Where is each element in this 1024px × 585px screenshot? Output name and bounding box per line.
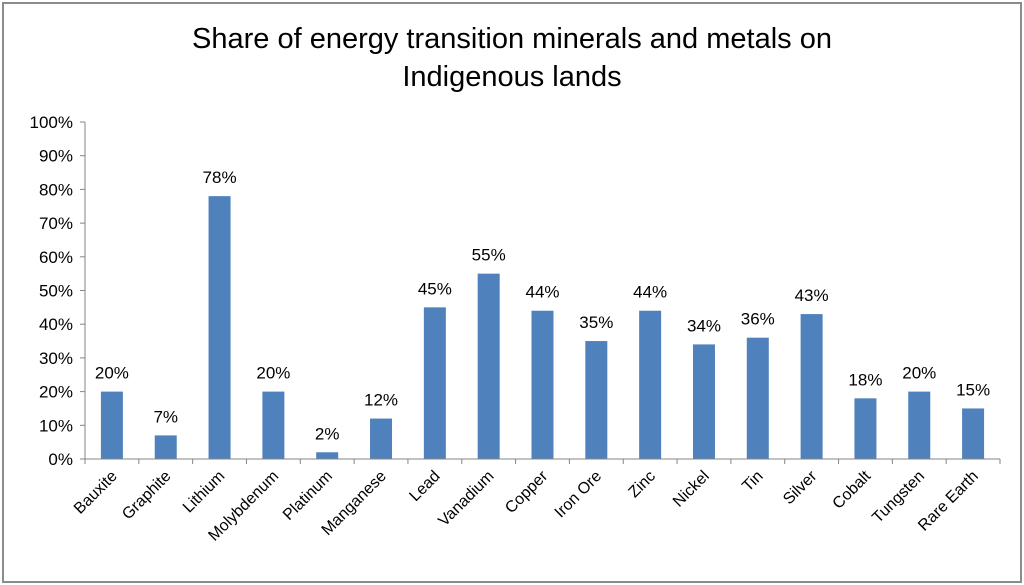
category-label: Silver (780, 467, 821, 508)
bar (800, 314, 823, 459)
data-labels: 20% 7% 78% 20% 2% 12% 45% 55% 44% 35% 44% 34% 36% 43%… (95, 168, 990, 443)
y-tick-label: 90% (39, 147, 73, 166)
bar (531, 310, 554, 459)
y-tick-label: 80% (39, 180, 73, 199)
category-label: Bauxite (71, 468, 121, 518)
bars (100, 196, 985, 459)
data-label: 35% (579, 313, 613, 332)
bar (370, 418, 393, 459)
chart-title-line-2: Indigenous lands (402, 61, 622, 93)
bar (208, 196, 231, 459)
data-label: 36% (741, 310, 775, 329)
bar (692, 344, 715, 459)
data-label: 2% (315, 424, 340, 443)
bar (585, 341, 608, 459)
category-label: Tin (739, 468, 766, 495)
bar (962, 408, 985, 459)
category-label: Cobalt (830, 467, 875, 512)
data-label: 44% (633, 283, 667, 302)
axes (84, 122, 1001, 464)
y-tick-label: 60% (39, 248, 73, 267)
bar (423, 307, 446, 459)
y-tick-label: 10% (39, 416, 73, 435)
category-label: Copper (502, 467, 552, 517)
bar (746, 337, 769, 459)
data-label: 7% (153, 407, 178, 426)
data-label: 20% (256, 364, 290, 383)
y-tick-label: 30% (39, 349, 73, 368)
bar (154, 435, 177, 459)
category-label: Vanadium (435, 468, 497, 530)
bar (477, 273, 500, 459)
data-label: 44% (525, 283, 559, 302)
category-label: Graphite (119, 468, 174, 523)
y-tick-label: 40% (39, 315, 73, 334)
bar (316, 452, 339, 459)
category-label: Platinum (280, 468, 336, 524)
category-label: Iron Ore (552, 468, 606, 522)
data-label: 20% (95, 364, 129, 383)
data-label: 78% (203, 168, 237, 187)
category-label: Lithium (180, 468, 228, 516)
data-label: 12% (364, 391, 398, 410)
bar (639, 310, 662, 459)
data-label: 34% (687, 316, 721, 335)
category-label: Nickel (670, 468, 713, 511)
chart-title: Share of energy transition minerals and … (0, 20, 1024, 96)
y-tick-label: 0% (48, 450, 73, 469)
data-label: 18% (848, 370, 882, 389)
y-tick-label: 50% (39, 282, 73, 301)
y-tick-label: 20% (39, 383, 73, 402)
chart-title-line-1: Share of energy transition minerals and … (192, 23, 832, 55)
data-label: 45% (418, 279, 452, 298)
data-label: 20% (902, 364, 936, 383)
bar (100, 391, 123, 459)
bar (908, 391, 931, 459)
data-label: 43% (795, 286, 829, 305)
category-label: Zinc (626, 468, 659, 501)
data-label: 15% (956, 380, 990, 399)
y-tick-label: 70% (39, 214, 73, 233)
bar (854, 398, 877, 459)
data-label: 55% (472, 246, 506, 265)
category-label: Lead (406, 468, 443, 505)
y-tick-label: 100% (30, 113, 73, 132)
y-axis-ticks: 0% 10% 20% 30% 40% 50% 60% 70% 80% 90% 100% (30, 113, 85, 469)
bar (262, 391, 285, 459)
